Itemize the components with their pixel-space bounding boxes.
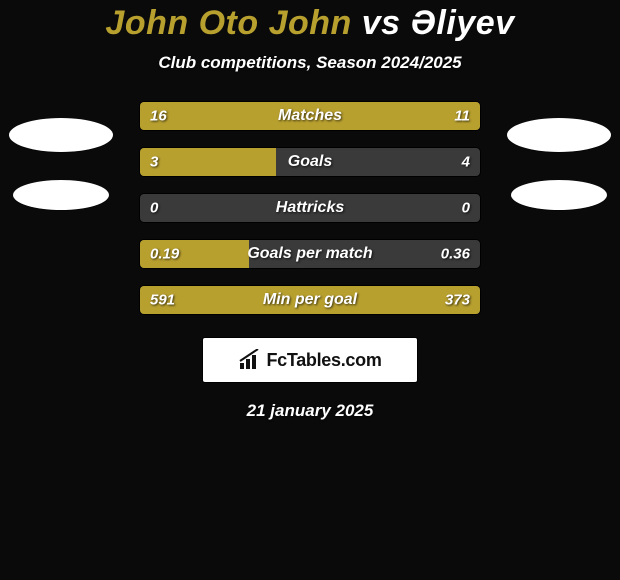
- stat-value-left: 591: [150, 292, 175, 309]
- stat-value-right: 0.36: [441, 246, 470, 263]
- stat-bar: 16 11 Matches: [139, 101, 481, 131]
- ellipse-shape: [9, 118, 113, 152]
- stat-bar: 3 4 Goals: [139, 147, 481, 177]
- stat-value-left: 16: [150, 108, 167, 125]
- ellipse-shape: [507, 118, 611, 152]
- avatar-placeholder-right: [504, 118, 614, 210]
- player2-name: Əliyev: [411, 4, 515, 42]
- stat-value-left: 3: [150, 154, 158, 171]
- comparison-card: John Oto John vs Əliyev Club competition…: [0, 0, 620, 421]
- stat-value-left: 0.19: [150, 246, 179, 263]
- page-title: John Oto John vs Əliyev: [0, 4, 620, 43]
- stat-bar-fill-left: [140, 148, 276, 176]
- stat-value-right: 0: [462, 200, 470, 217]
- vs-separator: vs: [362, 4, 401, 42]
- logo-text: FcTables.com: [266, 350, 381, 371]
- avatar-placeholder-left: [6, 118, 116, 210]
- stat-value-right: 11: [454, 108, 470, 125]
- stat-value-left: 0: [150, 200, 158, 217]
- stat-value-right: 4: [462, 154, 470, 171]
- stat-bar: 591 373 Min per goal: [139, 285, 481, 315]
- ellipse-shape: [511, 180, 607, 210]
- stat-bar: 0 0 Hattricks: [139, 193, 481, 223]
- stat-label: Hattricks: [276, 199, 344, 217]
- stat-label: Min per goal: [263, 291, 357, 309]
- stat-bars: 16 11 Matches 3 4 Goals 0 0 Hattricks 0.19 0.36 Goa…: [139, 101, 481, 315]
- logo[interactable]: FcTables.com: [202, 337, 418, 383]
- subtitle: Club competitions, Season 2024/2025: [0, 53, 620, 73]
- barchart-icon: [238, 349, 262, 371]
- date-label: 21 january 2025: [0, 401, 620, 421]
- stat-label: Matches: [278, 107, 342, 125]
- stat-label: Goals: [288, 153, 332, 171]
- player1-name: John Oto John: [105, 4, 351, 42]
- stat-bar: 0.19 0.36 Goals per match: [139, 239, 481, 269]
- stat-label: Goals per match: [247, 245, 372, 263]
- stat-value-right: 373: [445, 292, 470, 309]
- ellipse-shape: [13, 180, 109, 210]
